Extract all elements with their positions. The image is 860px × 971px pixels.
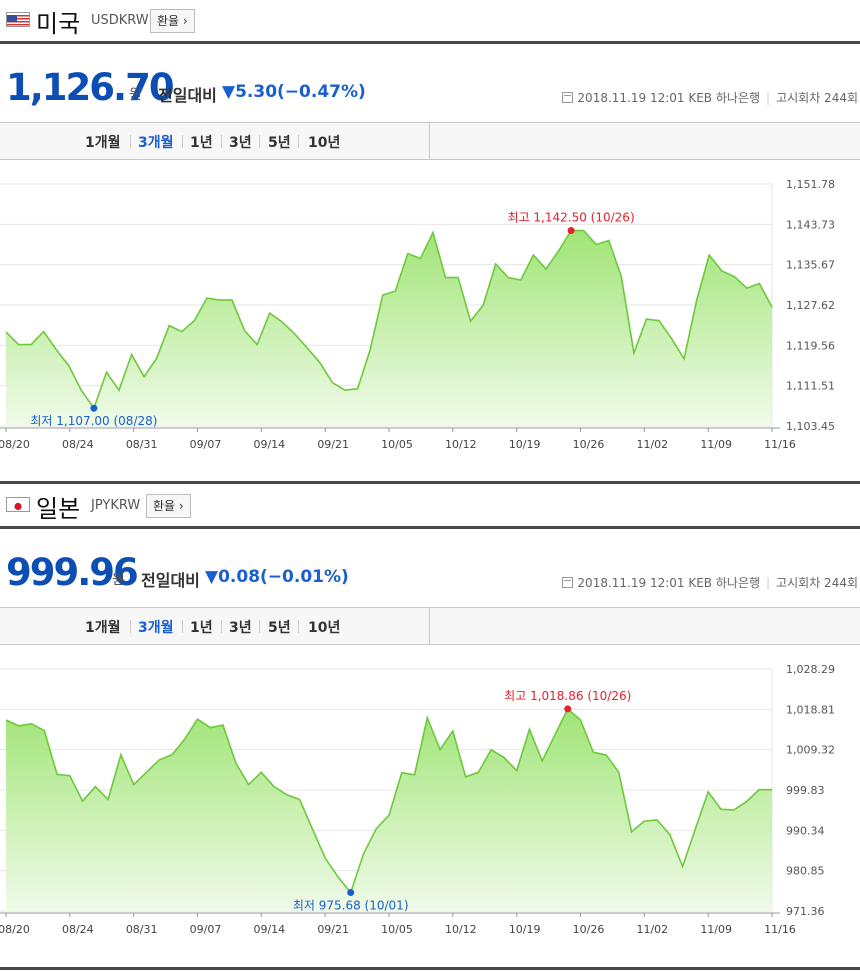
jpy-rate-chart: 1,028.29 1,018.81 1,009.32 999.83 990.34 980.… xyxy=(0,663,835,936)
series-area xyxy=(6,708,772,911)
current-price: 1,126.70 xyxy=(6,66,175,109)
notice-meta: 2018.11.19 12:01 KEB 하나은행 | 고시회차 244회 xyxy=(562,574,858,591)
low-marker xyxy=(347,889,355,897)
high-label: 최고 1,142.50 (10/26) xyxy=(508,210,635,224)
high-marker xyxy=(567,226,575,234)
exchange-rate-button[interactable]: 환율 › xyxy=(150,9,195,33)
y-tick-label: 1,111.51 xyxy=(786,380,835,393)
tab-5-years[interactable]: 5년 xyxy=(268,135,291,151)
tab-5-years[interactable]: 5년 xyxy=(268,620,291,636)
currency-code: USDKRW xyxy=(91,13,149,28)
change-value: ▼5.30(−0.47%) xyxy=(222,82,366,102)
y-tick-label: 1,135.67 xyxy=(786,259,835,272)
y-tick-label: 1,119.56 xyxy=(786,339,835,352)
period-tabs: 1개월 3개월 1년 3년 5년 10년 xyxy=(0,607,860,645)
x-tick-label: 09/21 xyxy=(317,923,349,936)
x-tick-label: 08/31 xyxy=(126,923,158,936)
y-tick-label: 1,151.78 xyxy=(786,178,835,191)
tab-3-months[interactable]: 3개월 xyxy=(138,135,174,151)
change-label: 전일대비 xyxy=(141,571,200,590)
tab-3-months[interactable]: 3개월 xyxy=(138,620,174,636)
x-tick-label: 11/16 xyxy=(764,438,796,451)
x-tick-label: 09/14 xyxy=(253,923,285,936)
jpy-header: 일본 JPYKRW 환율 › xyxy=(0,485,860,529)
x-tick-label: 10/05 xyxy=(381,923,413,936)
x-tick-label: 09/07 xyxy=(190,438,222,451)
country-name: 미국 xyxy=(36,10,81,38)
x-tick-label: 11/02 xyxy=(636,923,668,936)
x-tick-label: 09/21 xyxy=(317,438,349,451)
x-tick-label: 10/26 xyxy=(573,438,605,451)
x-tick-label: 10/12 xyxy=(445,438,477,451)
usd-panel: 미국 USDKRW 환율 › 1,126.70 원 전일대비 ▼5.30(−0.… xyxy=(0,0,860,485)
y-tick-label: 1,143.73 xyxy=(786,218,835,231)
x-tick-label: 09/07 xyxy=(190,923,222,936)
series-area xyxy=(6,230,772,426)
x-tick-label: 11/16 xyxy=(764,923,796,936)
series-line xyxy=(5,229,773,410)
tab-3-years[interactable]: 3년 xyxy=(229,620,252,636)
tab-1-year[interactable]: 1년 xyxy=(190,620,213,636)
x-tick-label: 10/19 xyxy=(509,923,541,936)
x-tick-label: 10/12 xyxy=(445,923,477,936)
jpy-panel: 일본 JPYKRW 환율 › 999.96 원 전일대비 ▼0.08(−0.01… xyxy=(0,485,860,971)
y-tick-label: 1,127.62 xyxy=(786,299,835,312)
x-tick-label: 08/20 xyxy=(0,923,30,936)
y-tick-label: 1,009.32 xyxy=(786,744,835,757)
low-label: 최저 1,107.00 (08/28) xyxy=(30,414,157,428)
tab-1-month[interactable]: 1개월 xyxy=(85,620,121,636)
calendar-icon xyxy=(562,577,574,588)
x-tick-label: 10/19 xyxy=(509,438,541,451)
usd-rate-chart: 1,151.78 1,143.73 1,135.67 1,127.62 1,119.56… xyxy=(0,178,835,451)
x-tick-label: 08/24 xyxy=(62,438,94,451)
us-flag-icon xyxy=(6,12,30,27)
current-price: 999.96 xyxy=(6,551,139,594)
y-tick-label: 971.36 xyxy=(786,905,825,918)
usd-header: 미국 USDKRW 환율 › xyxy=(0,0,860,44)
jp-flag-icon xyxy=(6,497,30,512)
x-tick-label: 09/14 xyxy=(253,438,285,451)
notice-meta: 2018.11.19 12:01 KEB 하나은행 | 고시회차 244회 xyxy=(562,89,858,106)
y-tick-label: 1,103.45 xyxy=(786,420,835,433)
low-label: 최저 975.68 (10/01) xyxy=(293,899,409,913)
tab-1-year[interactable]: 1년 xyxy=(190,135,213,151)
calendar-icon xyxy=(562,92,574,103)
y-tick-label: 999.83 xyxy=(786,784,825,797)
exchange-rate-button[interactable]: 환율 › xyxy=(146,494,191,518)
x-tick-label: 10/05 xyxy=(381,438,413,451)
change-label: 전일대비 xyxy=(158,86,217,105)
x-tick-label: 11/09 xyxy=(700,923,732,936)
y-tick-label: 1,028.29 xyxy=(786,663,835,676)
tab-1-month[interactable]: 1개월 xyxy=(85,135,121,151)
x-tick-label: 08/20 xyxy=(0,438,30,451)
series-line xyxy=(5,707,772,895)
period-tabs: 1개월 3개월 1년 3년 5년 10년 xyxy=(0,122,860,160)
y-tick-label: 980.85 xyxy=(786,865,825,878)
country-name: 일본 xyxy=(36,495,81,523)
x-tick-label: 10/26 xyxy=(573,923,605,936)
x-tick-label: 11/09 xyxy=(700,438,732,451)
tab-10-years[interactable]: 10년 xyxy=(308,620,341,636)
change-value: ▼0.08(−0.01%) xyxy=(205,567,349,587)
x-tick-label: 08/31 xyxy=(126,438,158,451)
x-tick-label: 08/24 xyxy=(62,923,94,936)
low-marker xyxy=(90,404,98,412)
y-tick-label: 990.34 xyxy=(786,824,825,837)
high-label: 최고 1,018.86 (10/26) xyxy=(504,689,631,703)
price-unit: 원 xyxy=(112,572,125,588)
currency-code: JPYKRW xyxy=(91,498,141,513)
x-tick-label: 11/02 xyxy=(636,438,668,451)
high-marker xyxy=(564,705,572,713)
tab-3-years[interactable]: 3년 xyxy=(229,135,252,151)
tab-10-years[interactable]: 10년 xyxy=(308,135,341,151)
y-tick-label: 1,018.81 xyxy=(786,703,835,716)
price-unit: 원 xyxy=(129,87,142,103)
